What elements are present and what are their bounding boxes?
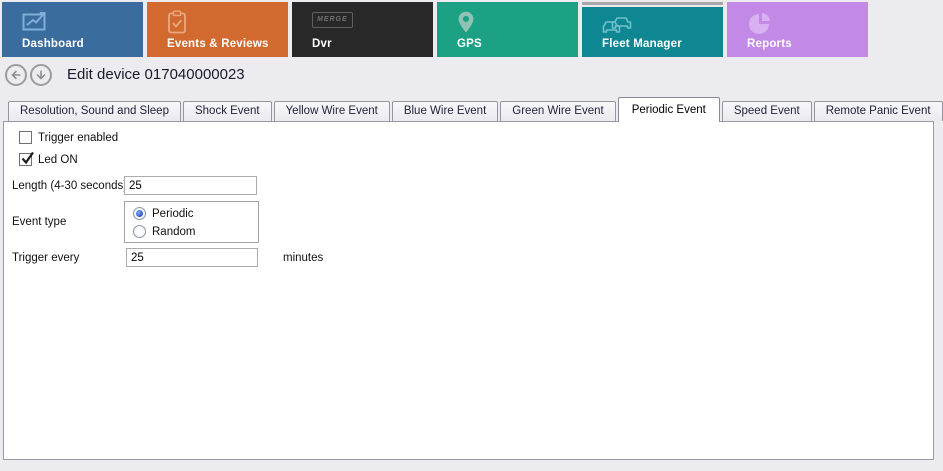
event-tab-strip: Resolution, Sound and Sleep Shock Event … — [8, 97, 943, 122]
led-on-label: Led ON — [38, 153, 78, 166]
trigger-enabled-label: Trigger enabled — [38, 131, 119, 144]
random-radio[interactable] — [133, 225, 146, 238]
trigger-every-input[interactable] — [126, 248, 258, 267]
merge-logo-text: MERGE — [312, 12, 353, 28]
tab-speed-event[interactable]: Speed Event — [721, 101, 812, 121]
event-type-label: Event type — [12, 216, 67, 228]
nav-tile-label: Reports — [747, 38, 792, 50]
down-arrow-icon — [36, 70, 46, 80]
clipboard-check-icon — [167, 10, 187, 38]
nav-tile-label: Dvr — [312, 38, 332, 50]
tab-resolution-sound-sleep[interactable]: Resolution, Sound and Sleep — [8, 101, 181, 121]
random-radio-label: Random — [152, 225, 196, 238]
tab-remote-panic-event[interactable]: Remote Panic Event — [813, 101, 943, 121]
traffic-cars-icon — [602, 12, 634, 40]
nav-tile-gps[interactable]: GPS — [437, 2, 578, 57]
periodic-radio-label: Periodic — [152, 207, 194, 220]
trigger-every-label: Trigger every — [12, 252, 80, 264]
nav-tile-label: Dashboard — [22, 38, 84, 50]
event-type-group: Periodic Random — [124, 201, 259, 243]
led-on-checkbox-row[interactable]: Led ON — [19, 151, 78, 166]
tab-blue-wire-event[interactable]: Blue Wire Event — [391, 101, 499, 121]
led-on-checkbox[interactable] — [19, 151, 34, 166]
nav-tile-fleet-manager[interactable]: Fleet Manager — [582, 2, 723, 57]
left-arrow-icon — [11, 70, 21, 80]
tab-periodic-event[interactable]: Periodic Event — [617, 97, 720, 122]
periodic-event-panel: Trigger enabled Led ON Length (4-30 seco… — [3, 121, 934, 460]
trigger-enabled-checkbox-row[interactable]: Trigger enabled — [19, 131, 118, 144]
page-header: Edit device 017040000023 — [5, 64, 245, 86]
line-chart-icon — [22, 10, 49, 38]
length-label: Length (4-30 seconds) — [12, 180, 128, 192]
tab-shock-event[interactable]: Shock Event — [182, 101, 272, 121]
nav-tile-reports[interactable]: Reports — [727, 2, 868, 57]
event-type-option-random[interactable]: Random — [133, 225, 195, 238]
trigger-enabled-checkbox[interactable] — [19, 131, 32, 144]
nav-tile-dashboard[interactable]: Dashboard — [2, 2, 143, 57]
trigger-every-unit: minutes — [283, 252, 324, 264]
tab-yellow-wire-event[interactable]: Yellow Wire Event — [273, 101, 390, 121]
periodic-radio[interactable] — [133, 207, 146, 220]
top-nav: Dashboard Events & Reviews MERGE Dvr GPS — [2, 2, 868, 57]
page-title: Edit device 017040000023 — [67, 66, 245, 83]
pie-chart-icon — [747, 10, 773, 38]
event-type-option-periodic[interactable]: Periodic — [133, 207, 194, 220]
nav-tile-dvr[interactable]: MERGE Dvr — [292, 2, 433, 57]
nav-tile-label: Events & Reviews — [167, 38, 269, 50]
merge-logo: MERGE — [312, 10, 353, 38]
download-button[interactable] — [30, 64, 52, 86]
nav-tile-events-reviews[interactable]: Events & Reviews — [147, 2, 288, 57]
nav-tile-label: GPS — [457, 38, 482, 50]
back-button[interactable] — [5, 64, 27, 86]
length-input[interactable] — [124, 176, 257, 195]
nav-tile-label: Fleet Manager — [602, 38, 682, 50]
map-pin-icon — [457, 10, 475, 38]
tab-green-wire-event[interactable]: Green Wire Event — [500, 101, 616, 121]
